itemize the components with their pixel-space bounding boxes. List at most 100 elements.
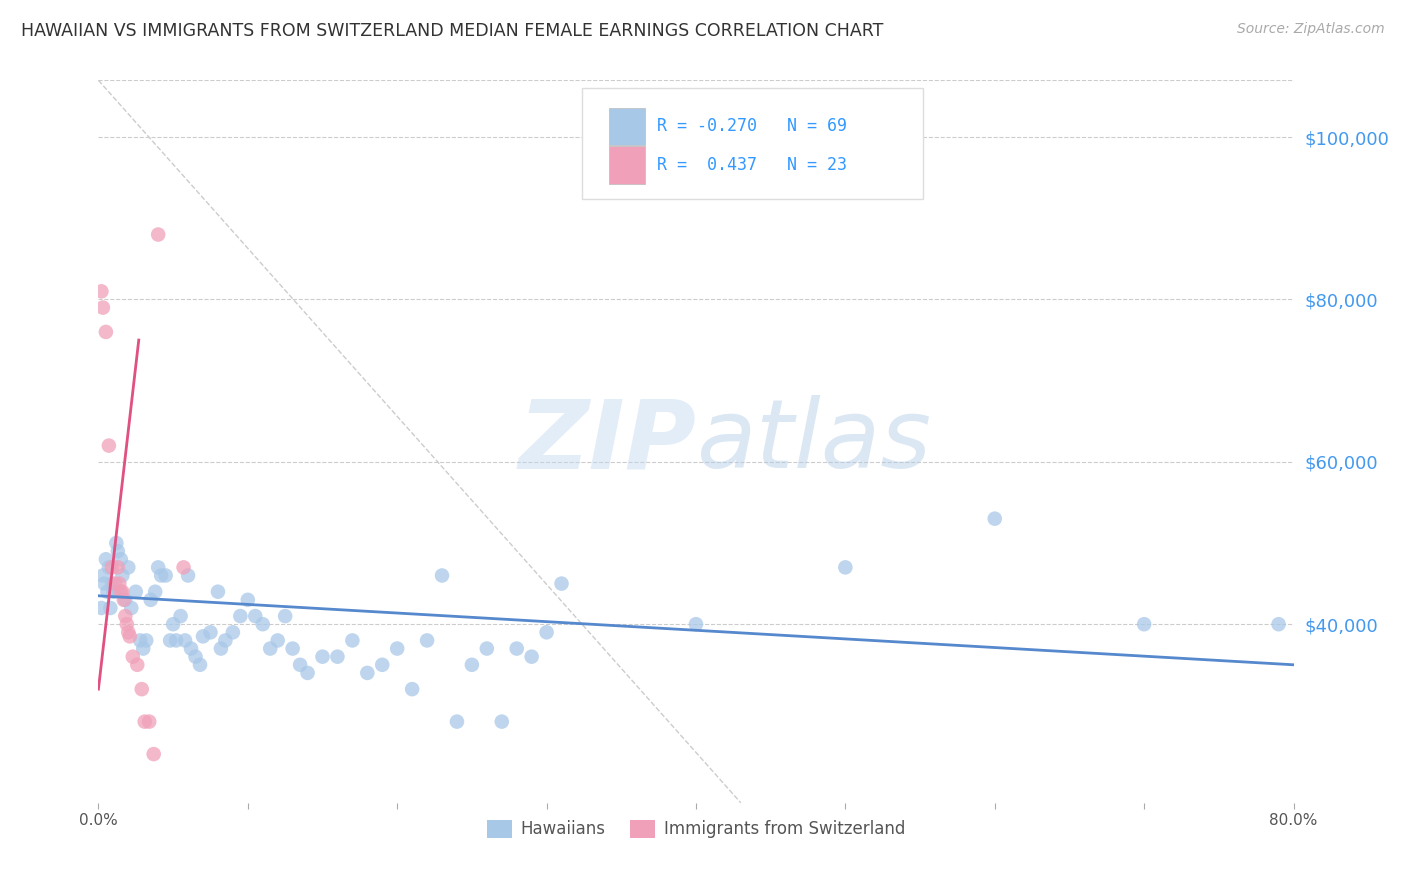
- Point: [121, 649, 143, 664]
- Point: [108, 576, 131, 591]
- FancyBboxPatch shape: [609, 146, 644, 184]
- Point: [112, 592, 135, 607]
- Point: [1133, 617, 1156, 632]
- Point: [132, 641, 155, 656]
- Point: [1267, 617, 1289, 632]
- Point: [200, 625, 222, 640]
- Point: [90, 601, 112, 615]
- Point: [169, 609, 191, 624]
- Text: ZIP: ZIP: [517, 395, 696, 488]
- Text: Source: ZipAtlas.com: Source: ZipAtlas.com: [1237, 22, 1385, 37]
- Text: R =  0.437   N = 23: R = 0.437 N = 23: [657, 156, 846, 174]
- Point: [117, 560, 139, 574]
- Text: atlas: atlas: [696, 395, 931, 488]
- Point: [475, 641, 498, 656]
- Point: [131, 682, 153, 697]
- Point: [222, 625, 245, 640]
- Point: [174, 633, 197, 648]
- Point: [148, 227, 170, 242]
- Point: [115, 617, 138, 632]
- Point: [101, 560, 124, 574]
- Point: [93, 576, 115, 591]
- Point: [94, 552, 117, 566]
- Point: [245, 609, 267, 624]
- Point: [107, 560, 129, 574]
- Point: [311, 649, 333, 664]
- Point: [506, 641, 529, 656]
- Point: [550, 576, 572, 591]
- Point: [252, 617, 274, 632]
- Point: [461, 657, 484, 672]
- Text: HAWAIIAN VS IMMIGRANTS FROM SWITZERLAND MEDIAN FEMALE EARNINGS CORRELATION CHART: HAWAIIAN VS IMMIGRANTS FROM SWITZERLAND …: [21, 22, 883, 40]
- Point: [274, 609, 297, 624]
- Point: [142, 747, 165, 761]
- Point: [297, 665, 319, 680]
- Point: [143, 584, 166, 599]
- Point: [134, 714, 156, 729]
- Point: [101, 576, 124, 591]
- Point: [94, 325, 117, 339]
- Text: R = -0.270   N = 69: R = -0.270 N = 69: [657, 117, 846, 135]
- Point: [96, 584, 118, 599]
- Point: [229, 609, 252, 624]
- Point: [118, 629, 141, 643]
- Point: [834, 560, 856, 574]
- Point: [105, 536, 128, 550]
- Point: [91, 568, 114, 582]
- Point: [536, 625, 558, 640]
- Point: [259, 641, 281, 656]
- Point: [120, 601, 142, 615]
- Point: [114, 609, 136, 624]
- Point: [184, 649, 207, 664]
- Point: [385, 641, 409, 656]
- Point: [108, 584, 131, 599]
- Point: [103, 584, 125, 599]
- Point: [214, 633, 236, 648]
- Point: [110, 584, 132, 599]
- Point: [165, 633, 187, 648]
- Point: [356, 665, 378, 680]
- Point: [111, 584, 134, 599]
- Point: [685, 617, 707, 632]
- Point: [148, 560, 170, 574]
- Point: [162, 617, 184, 632]
- Point: [127, 657, 149, 672]
- Point: [430, 568, 453, 582]
- Point: [97, 560, 120, 574]
- Point: [188, 657, 211, 672]
- Point: [135, 633, 157, 648]
- Point: [446, 714, 468, 729]
- Point: [104, 576, 127, 591]
- Point: [150, 568, 173, 582]
- Point: [159, 633, 181, 648]
- Point: [138, 714, 160, 729]
- Point: [984, 511, 1007, 525]
- Point: [180, 641, 202, 656]
- Point: [342, 633, 364, 648]
- Point: [107, 544, 129, 558]
- FancyBboxPatch shape: [582, 87, 922, 200]
- Point: [491, 714, 513, 729]
- Point: [90, 285, 112, 299]
- Point: [288, 657, 311, 672]
- Point: [371, 657, 394, 672]
- Point: [129, 633, 152, 648]
- Point: [520, 649, 543, 664]
- Point: [207, 584, 229, 599]
- Point: [97, 439, 120, 453]
- Point: [125, 584, 148, 599]
- Point: [91, 301, 114, 315]
- Point: [326, 649, 349, 664]
- Point: [139, 592, 162, 607]
- Point: [177, 568, 200, 582]
- Point: [281, 641, 304, 656]
- Point: [209, 641, 232, 656]
- Point: [267, 633, 290, 648]
- Point: [111, 568, 134, 582]
- Point: [110, 552, 132, 566]
- Point: [236, 592, 259, 607]
- Point: [98, 601, 122, 615]
- Point: [191, 629, 214, 643]
- Point: [401, 682, 423, 697]
- Legend: Hawaiians, Immigrants from Switzerland: Hawaiians, Immigrants from Switzerland: [481, 813, 911, 845]
